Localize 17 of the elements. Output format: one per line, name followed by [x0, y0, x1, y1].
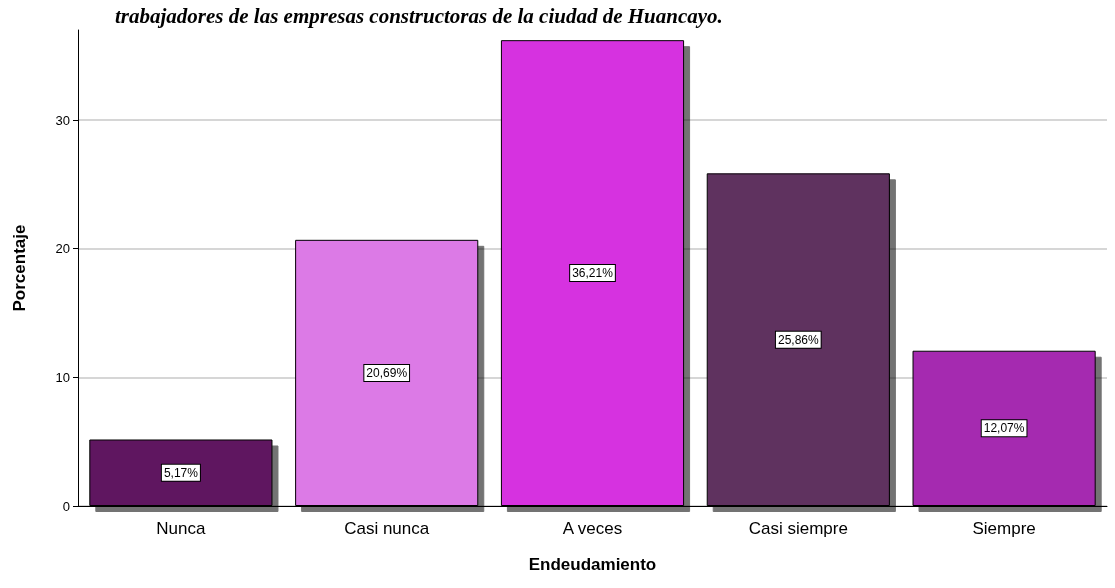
x-axis-title: Endeudamiento: [528, 555, 657, 574]
x-tick-label: Casi nunca: [344, 519, 430, 538]
data-label: 12,07%: [983, 421, 1025, 436]
y-tick-label: 20: [55, 241, 70, 257]
data-label: 25,86%: [777, 332, 819, 347]
x-tick-label: Nunca: [156, 519, 207, 538]
x-tick-label: Casi siempre: [748, 519, 848, 538]
x-tick-label: Siempre: [972, 519, 1036, 538]
y-tick-label: 0: [62, 498, 70, 514]
chart-title: trabajadores de las empresas constructoras de la ciudad de Huancayo.: [115, 3, 723, 28]
y-axis-title: Porcentaje: [10, 224, 29, 312]
y-tick-label: 10: [55, 369, 70, 385]
y-tick-label: 30: [55, 112, 70, 128]
data-label: 5,17%: [163, 465, 199, 480]
data-label: 36,21%: [572, 266, 614, 281]
x-tick-label: A veces: [562, 519, 623, 538]
data-label: 20,69%: [366, 365, 408, 380]
